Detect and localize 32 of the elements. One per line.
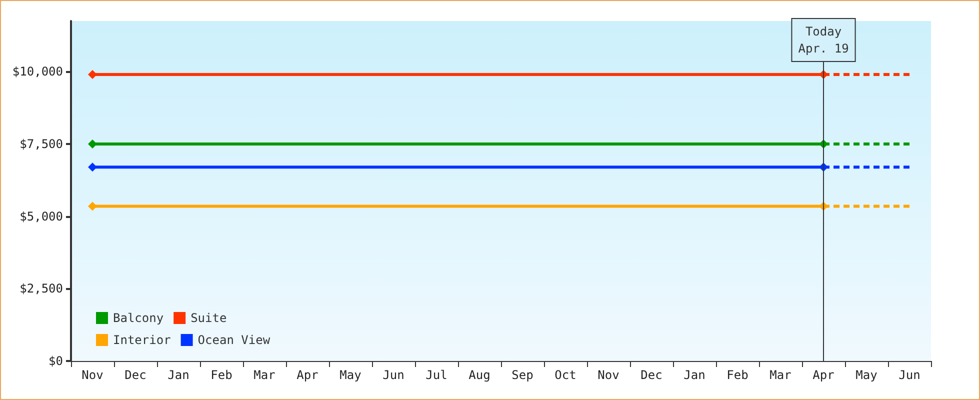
x-tick-label: Aug — [468, 368, 490, 382]
y-tick-label: $7,500 — [20, 136, 63, 151]
x-tick-label: Apr — [812, 368, 834, 382]
point — [88, 202, 97, 211]
x-tick-label: Mar — [770, 368, 792, 382]
x-tick-label: Jun — [898, 368, 920, 382]
x-tick-label: Dec — [124, 368, 146, 382]
annotation: Today Apr. 19 — [798, 24, 849, 56]
legend-label: Interior — [113, 333, 171, 347]
x-tick-label: Dec — [640, 368, 662, 382]
y-tick-label: $5,000 — [20, 209, 63, 224]
x-tick-label: Nov — [82, 368, 104, 382]
x-tick-label: Jun — [382, 368, 404, 382]
x-tick-label: Apr — [296, 368, 318, 382]
y-tick-label: $2,500 — [20, 282, 63, 296]
x-tick-label: Nov — [598, 368, 620, 382]
x-tick-label: Jul — [426, 368, 448, 382]
legend-label: Ocean View — [198, 333, 271, 347]
y-tick-label: $10,000 — [12, 64, 63, 79]
y-tick-label: $0 — [48, 354, 63, 368]
x-tick-label: Mar — [254, 368, 276, 382]
x-tick-label: May — [856, 368, 878, 382]
point — [88, 162, 97, 172]
x-tick-label: Jan — [684, 368, 706, 382]
x-tick-label: Feb — [210, 368, 232, 382]
x-tick-label: May — [340, 368, 362, 382]
legend-label: Suite — [190, 311, 227, 325]
x-tick-label: Jan — [168, 368, 190, 382]
x-tick-label: Sep — [512, 368, 534, 382]
x-tick-label: Oct — [554, 368, 576, 382]
legend-label: Balcony — [113, 311, 164, 325]
x-tick-label: Feb — [726, 368, 748, 382]
